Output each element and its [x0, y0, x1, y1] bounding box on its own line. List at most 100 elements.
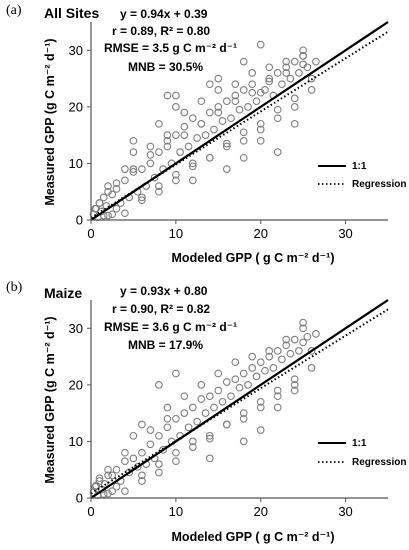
- data-point: [163, 423, 172, 432]
- data-point: [299, 60, 307, 69]
- data-point: [180, 122, 189, 131]
- data-point: [295, 347, 303, 355]
- data-point: [197, 395, 206, 403]
- regression-line: [90, 308, 389, 495]
- one-to-one-line: [90, 299, 389, 499]
- data-point: [155, 148, 163, 156]
- data-point: [188, 176, 197, 185]
- data-point: [180, 108, 189, 117]
- data-point: [248, 88, 257, 97]
- x-tick-label: 20: [253, 504, 267, 519]
- regression-equation: y = 0.93x + 0.80: [120, 284, 208, 298]
- data-point: [265, 63, 274, 72]
- data-point: [172, 170, 180, 179]
- data-point: [214, 386, 223, 395]
- y-tick-label: 0: [76, 491, 83, 506]
- correlation-stat: r = 0.89, R² = 0.80: [112, 24, 210, 38]
- data-point: [121, 457, 129, 466]
- data-point: [222, 378, 231, 386]
- data-point: [155, 468, 163, 477]
- data-point: [95, 474, 104, 483]
- fit-lines: [90, 299, 389, 499]
- data-point: [273, 69, 282, 77]
- data-point: [252, 372, 261, 381]
- data-point: [112, 179, 121, 188]
- data-point: [273, 347, 282, 355]
- data-point: [231, 91, 240, 100]
- data-point: [146, 151, 155, 159]
- data-point: [256, 125, 265, 134]
- data-point: [150, 173, 159, 182]
- rmse-stat: RMSE = 3.5 g C m⁻² d⁻¹: [104, 41, 237, 55]
- data-point: [282, 57, 291, 66]
- y-tick-label: 20: [69, 99, 83, 114]
- x-axis-title: Modeled GPP ( g C m⁻² d⁻¹): [172, 251, 335, 265]
- data-point: [214, 369, 223, 378]
- data-point: [138, 471, 146, 480]
- data-point: [299, 52, 307, 60]
- data-point: [163, 403, 172, 412]
- data-point: [197, 119, 206, 128]
- data-point: [295, 69, 303, 77]
- data-point: [176, 148, 184, 156]
- rmse-stat: RMSE = 3.6 g C m⁻² d⁻¹: [104, 320, 237, 334]
- data-point: [218, 117, 227, 125]
- data-point: [138, 165, 146, 173]
- data-point: [307, 347, 316, 355]
- data-point: [155, 381, 163, 389]
- data-point: [239, 369, 248, 378]
- data-point: [256, 426, 265, 434]
- data-point: [108, 471, 117, 480]
- data-point: [197, 97, 206, 106]
- data-point: [133, 463, 142, 471]
- data-point: [244, 381, 252, 389]
- x-axis-ticks: 0 10 20 30: [87, 220, 353, 241]
- chart-title: Maize: [44, 285, 82, 301]
- data-point: [138, 448, 146, 457]
- data-point: [129, 148, 138, 156]
- data-point: [256, 136, 265, 145]
- data-point: [184, 142, 193, 151]
- data-point: [290, 94, 299, 103]
- legend-label-1-1: 1:1: [352, 161, 367, 172]
- data-point: [129, 454, 138, 463]
- legend: 1:1 Regression: [318, 438, 406, 468]
- data-point: [239, 153, 248, 162]
- data-point: [231, 358, 240, 367]
- data-point: [138, 193, 146, 202]
- data-point: [108, 210, 117, 219]
- data-point: [261, 366, 269, 375]
- data-point: [172, 414, 180, 423]
- data-point: [112, 482, 121, 491]
- data-point: [129, 136, 138, 145]
- data-point: [163, 414, 172, 423]
- data-point: [205, 108, 214, 117]
- data-point: [121, 487, 129, 496]
- data-point: [273, 114, 282, 123]
- data-point: [205, 434, 214, 443]
- data-point: [307, 364, 316, 372]
- data-point: [99, 193, 108, 202]
- data-point: [180, 409, 189, 417]
- x-tick-label: 20: [253, 226, 267, 241]
- data-point: [239, 57, 248, 66]
- data-point: [239, 136, 248, 145]
- data-point: [121, 209, 129, 218]
- data-point: [121, 165, 129, 173]
- mnb-stat: MNB = 17.9%: [128, 338, 203, 352]
- legend: 1:1 Regression: [318, 161, 406, 190]
- data-point: [184, 423, 193, 432]
- data-point: [121, 448, 129, 457]
- data-point: [172, 103, 180, 111]
- x-tick-label: 30: [338, 504, 352, 519]
- data-point: [222, 139, 231, 148]
- data-point: [290, 381, 299, 389]
- y-axis-title: Measured GPP (g C m⁻² d⁻¹): [43, 38, 57, 205]
- data-point: [91, 204, 100, 213]
- data-point: [222, 165, 231, 173]
- data-point: [104, 211, 112, 220]
- data-point: [201, 409, 210, 417]
- panel-a: (a) All Sites y = 0.94x + 0.39 r = 0.89,…: [6, 3, 406, 265]
- plot-area: [89, 318, 320, 500]
